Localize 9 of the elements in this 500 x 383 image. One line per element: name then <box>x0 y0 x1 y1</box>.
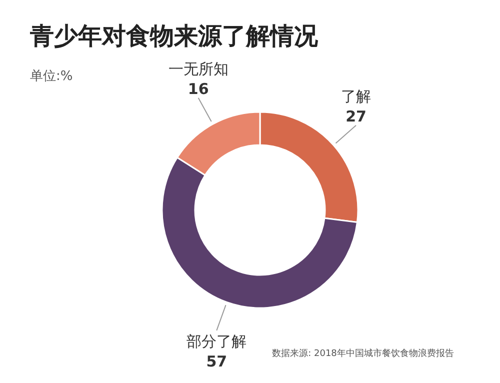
source-note: 数据来源: 2018年中国城市餐饮食物浪费报告 <box>272 348 454 359</box>
chart-title: 青少年对食物来源了解情况 <box>29 22 319 50</box>
slice-label: 了解 <box>341 87 372 106</box>
data-label: 57 <box>206 352 228 370</box>
text: 单位:% <box>30 69 73 84</box>
data-label: 16 <box>188 80 209 98</box>
slice-label: 一无所知 <box>168 60 228 78</box>
data-label: 27 <box>346 107 366 126</box>
slice-label: 部分了解 <box>186 332 247 350</box>
